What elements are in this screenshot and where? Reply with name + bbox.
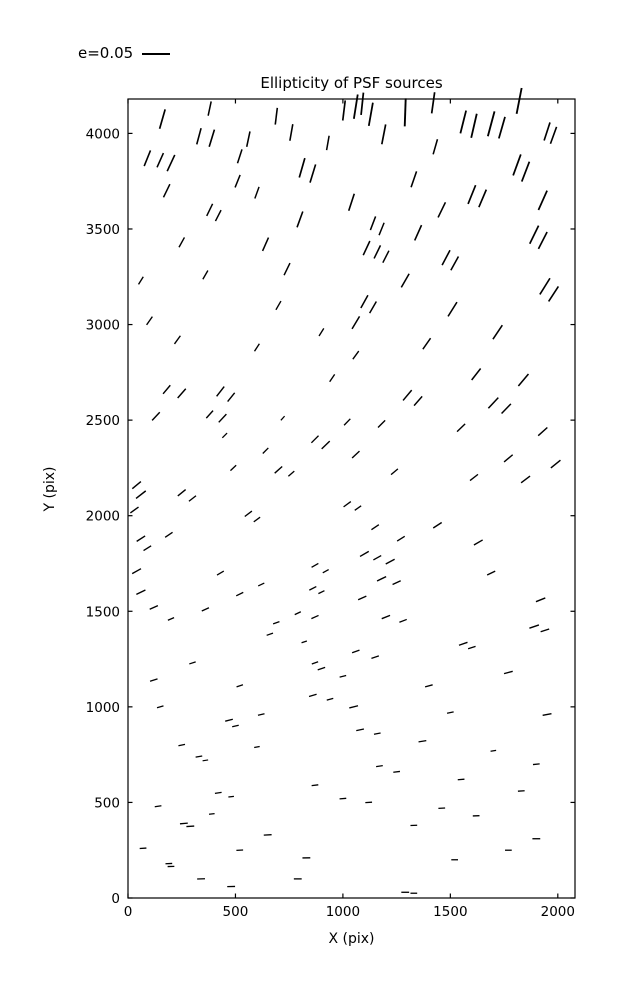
svg-text:2000: 2000 [541, 904, 575, 920]
svg-text:3000: 3000 [86, 318, 120, 334]
svg-text:2500: 2500 [86, 413, 120, 429]
whisker-segments [129, 87, 561, 894]
axis-tick-labels: 0 500 1000 1500 2000 0 500 1000 1500 2000 2500 3000… [86, 126, 575, 920]
svg-text:0: 0 [111, 891, 120, 907]
legend: e=0.05 [78, 44, 171, 62]
svg-text:4000: 4000 [86, 126, 120, 142]
svg-text:500: 500 [94, 795, 120, 811]
page-title: Ellipticity of PSF sources [260, 74, 443, 92]
y-axis-label: Y (pix) [42, 466, 58, 512]
axes-frame [127, 98, 576, 899]
svg-text:0: 0 [124, 904, 133, 920]
x-axis-label: X (pix) [328, 931, 375, 947]
svg-text:2000: 2000 [86, 509, 120, 525]
reference-whisker-line-icon [142, 52, 171, 55]
svg-text:1500: 1500 [86, 604, 120, 620]
svg-text:1000: 1000 [86, 700, 120, 716]
svg-text:1500: 1500 [433, 904, 467, 920]
svg-text:1000: 1000 [326, 904, 360, 920]
svg-text:3500: 3500 [86, 222, 120, 238]
svg-text:500: 500 [223, 904, 249, 920]
legend-label: e=0.05 [78, 44, 134, 62]
axis-ticks [127, 99, 575, 899]
